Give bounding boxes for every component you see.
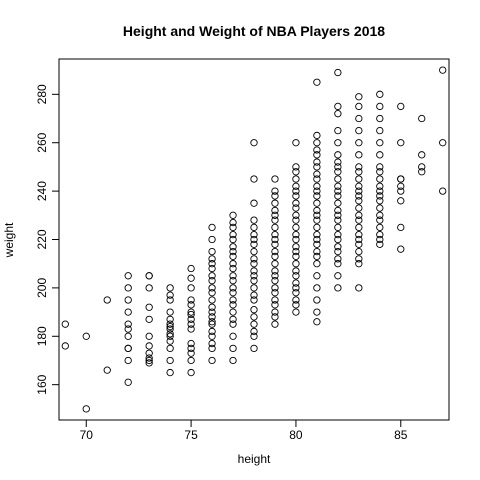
- y-tick-label: 260: [35, 132, 49, 152]
- y-tick-label: 220: [35, 229, 49, 249]
- x-tick-label: 85: [394, 428, 408, 442]
- y-tick-label: 200: [35, 278, 49, 298]
- x-axis-label: height: [238, 452, 271, 466]
- y-tick-label: 180: [35, 326, 49, 346]
- x-tick-label: 80: [289, 428, 303, 442]
- y-axis-label: weight: [2, 222, 16, 258]
- x-tick-label: 70: [80, 428, 94, 442]
- y-tick-label: 280: [35, 84, 49, 104]
- y-tick-label: 240: [35, 181, 49, 201]
- y-tick-label: 160: [35, 374, 49, 394]
- x-tick-label: 75: [184, 428, 198, 442]
- chart-title: Height and Weight of NBA Players 2018: [123, 23, 385, 39]
